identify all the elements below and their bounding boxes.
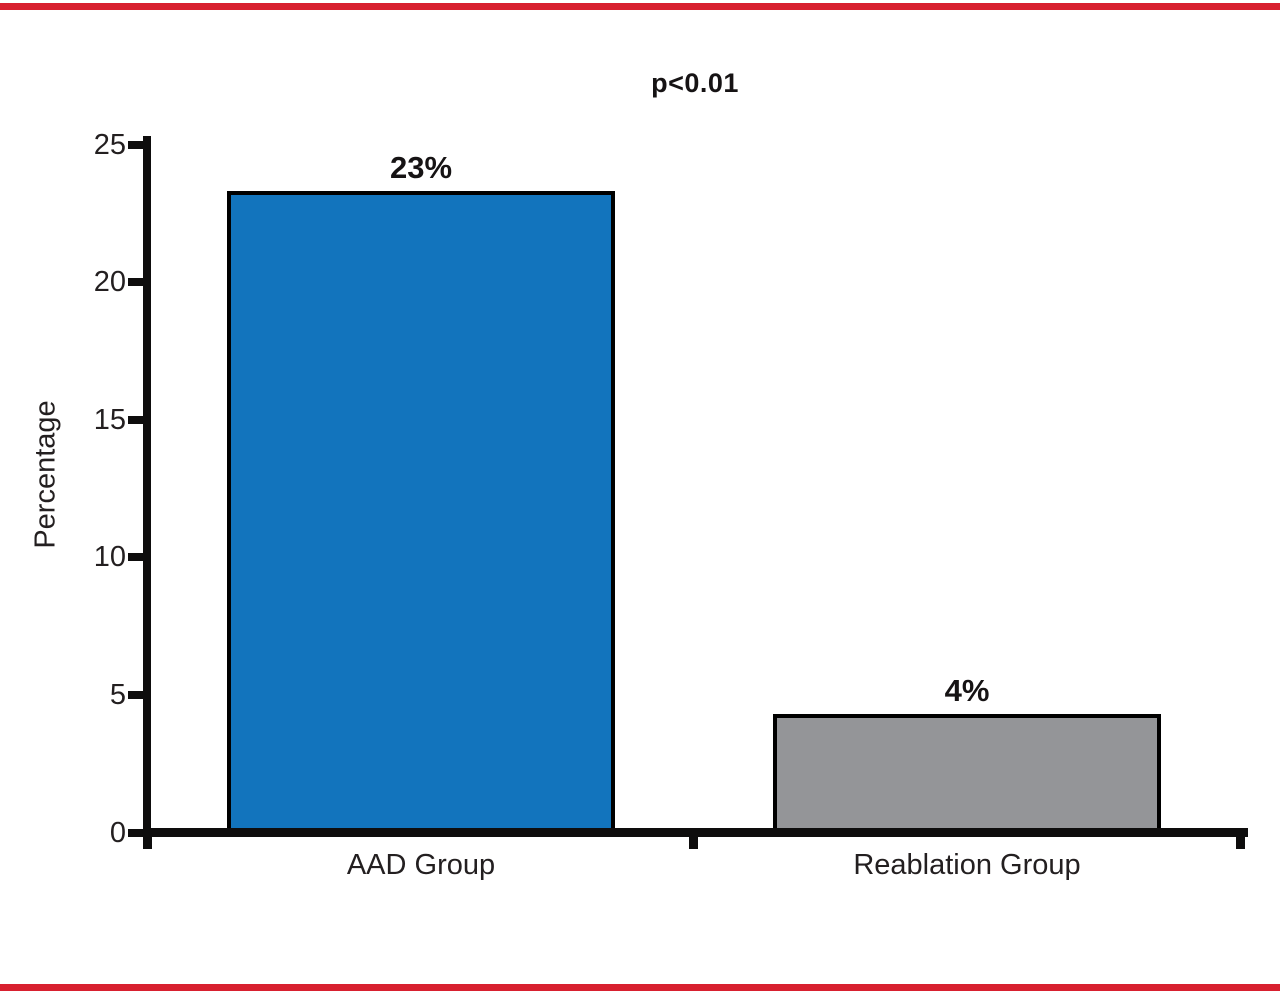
- p-value-annotation: p<0.01: [651, 68, 739, 98]
- x-tick-mark: [1236, 837, 1245, 849]
- x-category-label: AAD Group: [346, 849, 496, 881]
- x-axis-line: [143, 828, 1248, 837]
- y-tick-mark: [128, 278, 143, 286]
- y-tick-label: 5: [109, 679, 126, 711]
- bottom-red-rule: [0, 984, 1280, 991]
- top-red-rule: [0, 3, 1280, 10]
- y-tick-mark: [128, 829, 143, 837]
- bar-reablation-group: [773, 714, 1161, 832]
- y-tick-label: 25: [93, 129, 126, 161]
- y-tick-label: 0: [109, 817, 126, 849]
- bar-value-label: 23%: [389, 150, 453, 185]
- y-tick-mark: [128, 141, 143, 149]
- y-tick-mark: [128, 416, 143, 424]
- y-tick-label: 15: [93, 404, 126, 436]
- x-tick-mark: [689, 837, 698, 849]
- bar-aad-group: [227, 191, 615, 832]
- y-tick-mark: [128, 553, 143, 561]
- x-category-label: Reablation Group: [853, 849, 1081, 881]
- y-tick-label: 10: [93, 541, 126, 573]
- y-tick-mark: [128, 691, 143, 699]
- bar-value-label: 4%: [944, 673, 990, 708]
- y-tick-label: 20: [93, 266, 126, 298]
- y-axis-line: [143, 136, 151, 848]
